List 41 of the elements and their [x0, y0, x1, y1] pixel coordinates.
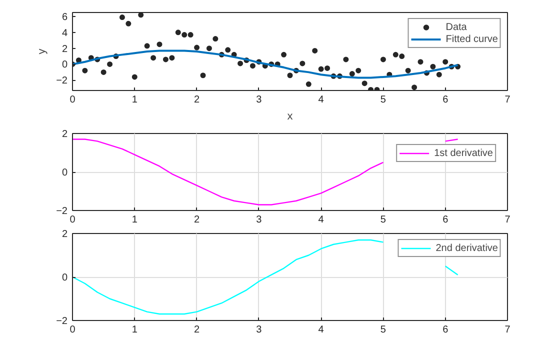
- x-tick-label: 5: [380, 324, 386, 336]
- legend-label: 1st derivative: [434, 147, 493, 159]
- x-tick-label: 6: [442, 214, 449, 226]
- x-tick-label: 2: [194, 214, 200, 226]
- x-tick-label: 1: [132, 94, 138, 106]
- x-tick-label: 5: [380, 94, 386, 106]
- legend-label: 2nd derivative: [436, 242, 498, 254]
- x-tick-label: 0: [70, 214, 76, 226]
- x-tick-label: 4: [318, 214, 324, 226]
- x-tick-label: 3: [256, 324, 262, 336]
- x-tick-label: 2: [194, 94, 200, 106]
- y-tick-label: −2: [56, 316, 68, 327]
- y-tick-label: 0: [62, 60, 68, 71]
- x-tick-label: 7: [504, 214, 511, 226]
- y-axis-title: y: [36, 48, 48, 54]
- y-tick-label: −2: [56, 206, 68, 217]
- x-tick-label: 6: [442, 94, 449, 106]
- legend-label: Fitted curve: [446, 33, 498, 45]
- x-tick-label: 7: [504, 324, 511, 336]
- y-tick-label: 4: [62, 28, 68, 39]
- legend-label: Data: [446, 21, 467, 33]
- x-tick-label: 1: [132, 214, 138, 226]
- x-tick-label: 0: [70, 324, 76, 336]
- y-tick-label: 2: [62, 229, 68, 240]
- y-tick-label: 2: [62, 44, 68, 55]
- x-tick-label: 3: [256, 94, 262, 106]
- y-tick-label: 0: [62, 168, 68, 178]
- x-tick-label: 5: [380, 214, 386, 226]
- y-tick-label: −2: [56, 76, 68, 87]
- x-tick-label: 4: [318, 324, 324, 336]
- x-tick-label: 4: [318, 94, 324, 106]
- y-tick-label: 0: [62, 272, 68, 284]
- y-tick-label: 2: [62, 129, 68, 140]
- x-tick-label: 6: [442, 324, 449, 336]
- x-axis-title: x: [287, 110, 294, 122]
- x-tick-label: 7: [504, 94, 511, 106]
- x-tick-label: 1: [132, 324, 138, 336]
- y-tick-label: 6: [62, 12, 68, 23]
- x-tick-label: 2: [194, 324, 200, 336]
- x-tick-label: 3: [256, 214, 262, 226]
- x-tick-label: 0: [70, 94, 76, 106]
